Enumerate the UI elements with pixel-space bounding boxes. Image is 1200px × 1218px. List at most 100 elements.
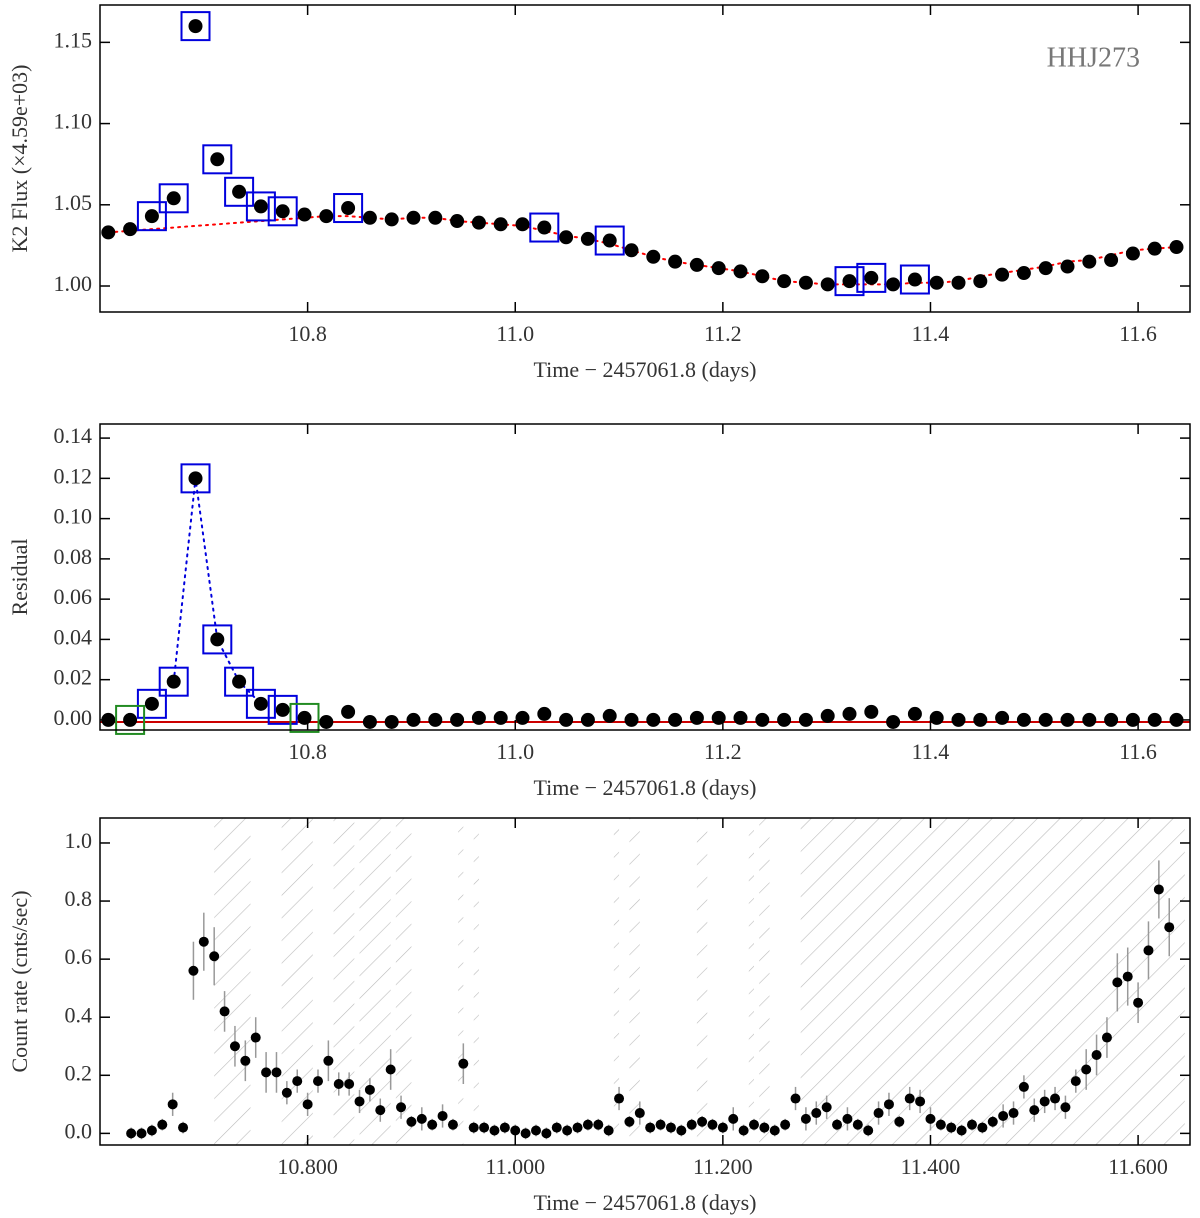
data-point [396,1102,407,1113]
shaded-interval [629,818,640,1145]
data-point [344,1079,355,1090]
flag-box [202,624,233,655]
y-axis-label: Residual [7,539,32,616]
data-point [707,1119,718,1130]
data-point [886,714,901,729]
y-tick-label: 0.06 [54,584,93,609]
x-tick-label: 11.0 [496,321,534,346]
x-axis-label: Time − 2457061.8 (days) [533,357,756,382]
data-point [427,1119,438,1130]
y-tick-label: 1.05 [54,190,93,215]
data-point [1101,1032,1112,1043]
data-point [101,225,116,240]
flag-box [136,688,167,719]
data-point [144,209,159,224]
data-point [1104,712,1119,727]
data-point [873,1108,884,1119]
data-point [428,712,443,727]
data-point [907,272,922,287]
data-point [634,1108,645,1119]
data-point [907,706,922,721]
x-tick-label: 10.8 [288,739,327,764]
flag-box [594,225,625,256]
y-tick-label: 0.6 [65,944,93,969]
data-point [292,1076,303,1087]
data-point [676,1125,687,1136]
data-point [973,712,988,727]
shaded-interval [748,818,754,1145]
x-tick-label: 11.2 [704,739,742,764]
x-tick-label: 11.6 [1119,739,1157,764]
data-point [250,1032,261,1043]
data-point [384,714,399,729]
data-point [935,1119,946,1130]
data-point [733,264,748,279]
x-tick-label: 10.800 [277,1154,338,1179]
data-point [614,1093,625,1104]
data-point [515,217,530,232]
x-tick-label: 11.4 [912,739,950,764]
data-point [1016,712,1031,727]
data-point [811,1108,822,1119]
data-point [559,712,574,727]
data-point [929,710,944,725]
data-point [271,1067,282,1078]
data-point [493,710,508,725]
data-point [973,274,988,289]
data-point [416,1113,427,1124]
y-tick-label: 0.10 [54,504,93,529]
flag-box [158,183,189,214]
y-axis-label: Count rate (cnts/sec) [7,890,32,1072]
y-axis-label: K2 Flux (×4.59e+03) [7,65,32,253]
data-point [842,1113,853,1124]
data-point [166,674,181,689]
data-point [341,201,356,216]
data-point [925,1113,936,1124]
data-point [471,215,486,230]
data-point [136,1128,147,1139]
data-point [749,1119,759,1130]
data-point [302,1099,313,1110]
data-point [167,1099,178,1110]
data-point [319,209,334,224]
data-point [313,1076,323,1087]
data-point [582,1119,593,1130]
data-point [493,217,508,232]
y-tick-label: 1.15 [54,27,93,52]
data-point [229,1041,240,1052]
data-point [624,1116,635,1127]
data-point [580,231,595,246]
data-point [458,1058,469,1069]
data-point [479,1122,490,1133]
data-point [232,184,247,199]
data-point [602,233,617,248]
data-point [489,1125,500,1136]
data-point [1104,253,1119,268]
data-point [668,712,683,727]
data-point [977,1122,988,1133]
data-point [717,1122,728,1133]
x-tick-label: 11.200 [693,1154,753,1179]
data-point [998,1110,1009,1121]
data-point [1008,1108,1019,1119]
data-point [188,965,199,976]
y-tick-label: 0.08 [54,544,93,569]
data-point [593,1119,604,1130]
data-point [362,210,377,225]
data-point [219,1006,230,1017]
data-point [166,191,181,206]
data-point [820,708,835,723]
x-tick-label: 11.000 [485,1154,545,1179]
data-point [668,254,683,269]
flag-box [245,191,276,222]
y-tick-label: 0.14 [54,423,93,448]
data-point [863,1125,874,1136]
y-tick-label: 0.04 [54,624,93,649]
data-point [157,1119,168,1130]
data-point [777,274,792,289]
data-point [450,712,465,727]
data-point [1133,997,1144,1008]
data-point [1060,1102,1071,1113]
y-tick-label: 0.2 [65,1060,93,1085]
data-point [385,1064,396,1075]
